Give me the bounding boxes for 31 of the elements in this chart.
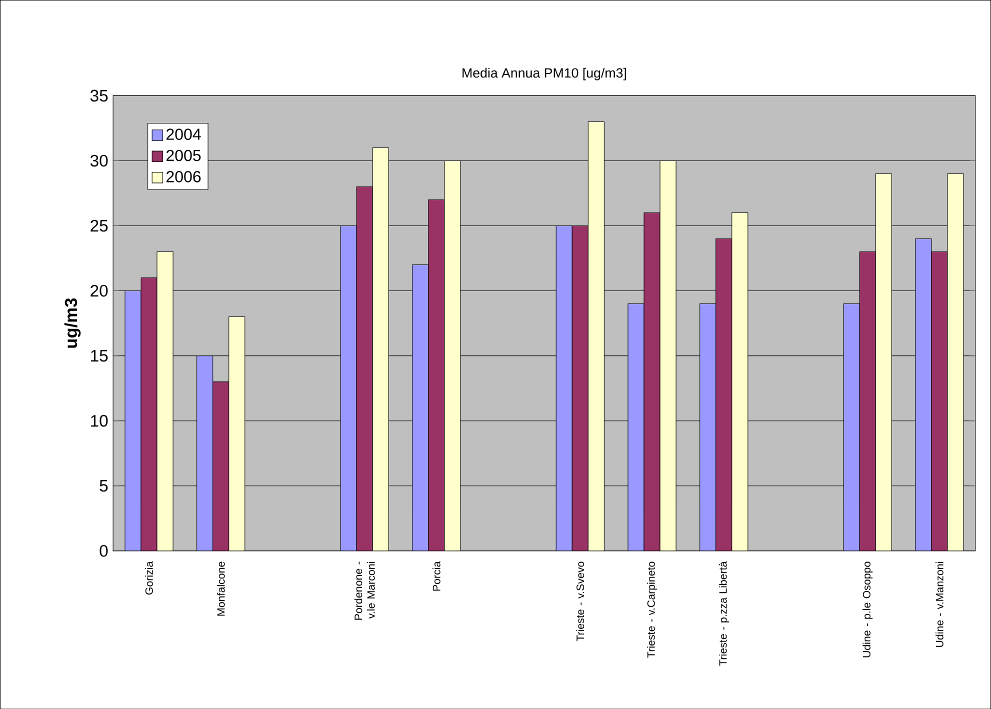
y-tick-label: 30 <box>90 154 108 166</box>
bar <box>228 316 246 551</box>
y-tick-label: 10 <box>91 414 108 427</box>
legend-label: 2005 <box>166 150 201 161</box>
bar <box>660 160 676 551</box>
x-tick-label: Udine - p.le Osoppo <box>862 562 873 658</box>
y-axis-title: ug/m3 <box>64 298 81 348</box>
chart-title: Media Annua PM10 [ug/m3] <box>462 68 626 80</box>
x-tick-label: Monfalcone <box>216 562 225 616</box>
x-tick-label: Porcia <box>432 561 440 591</box>
bar <box>372 147 389 551</box>
y-tick-label: 15 <box>91 350 108 362</box>
x-tick-label: Udine - v.Manzoni <box>936 562 944 647</box>
x-tick-label: Trieste - p.zza Libertà <box>718 561 729 666</box>
bar <box>947 173 964 551</box>
x-tick-label: Pordenone - v.le Marconi <box>354 562 375 620</box>
y-tick-label: 35 <box>90 90 108 102</box>
y-tick-label: 20 <box>90 284 108 297</box>
y-tick-label: 5 <box>100 480 108 492</box>
bar <box>444 160 461 551</box>
bar <box>732 212 748 551</box>
bar <box>588 121 604 551</box>
x-tick-label: Gorizia <box>145 561 153 594</box>
legend-label: 2004 <box>166 128 201 140</box>
legend-label: 2006 <box>166 170 201 182</box>
y-tick-label: 25 <box>90 220 108 232</box>
bar <box>875 173 892 551</box>
bar <box>156 251 174 551</box>
y-tick-label: 0 <box>100 544 108 557</box>
x-tick-label: Trieste - v.Svevo <box>576 562 584 642</box>
x-tick-label: Trieste - v.Carpineto <box>647 562 657 658</box>
